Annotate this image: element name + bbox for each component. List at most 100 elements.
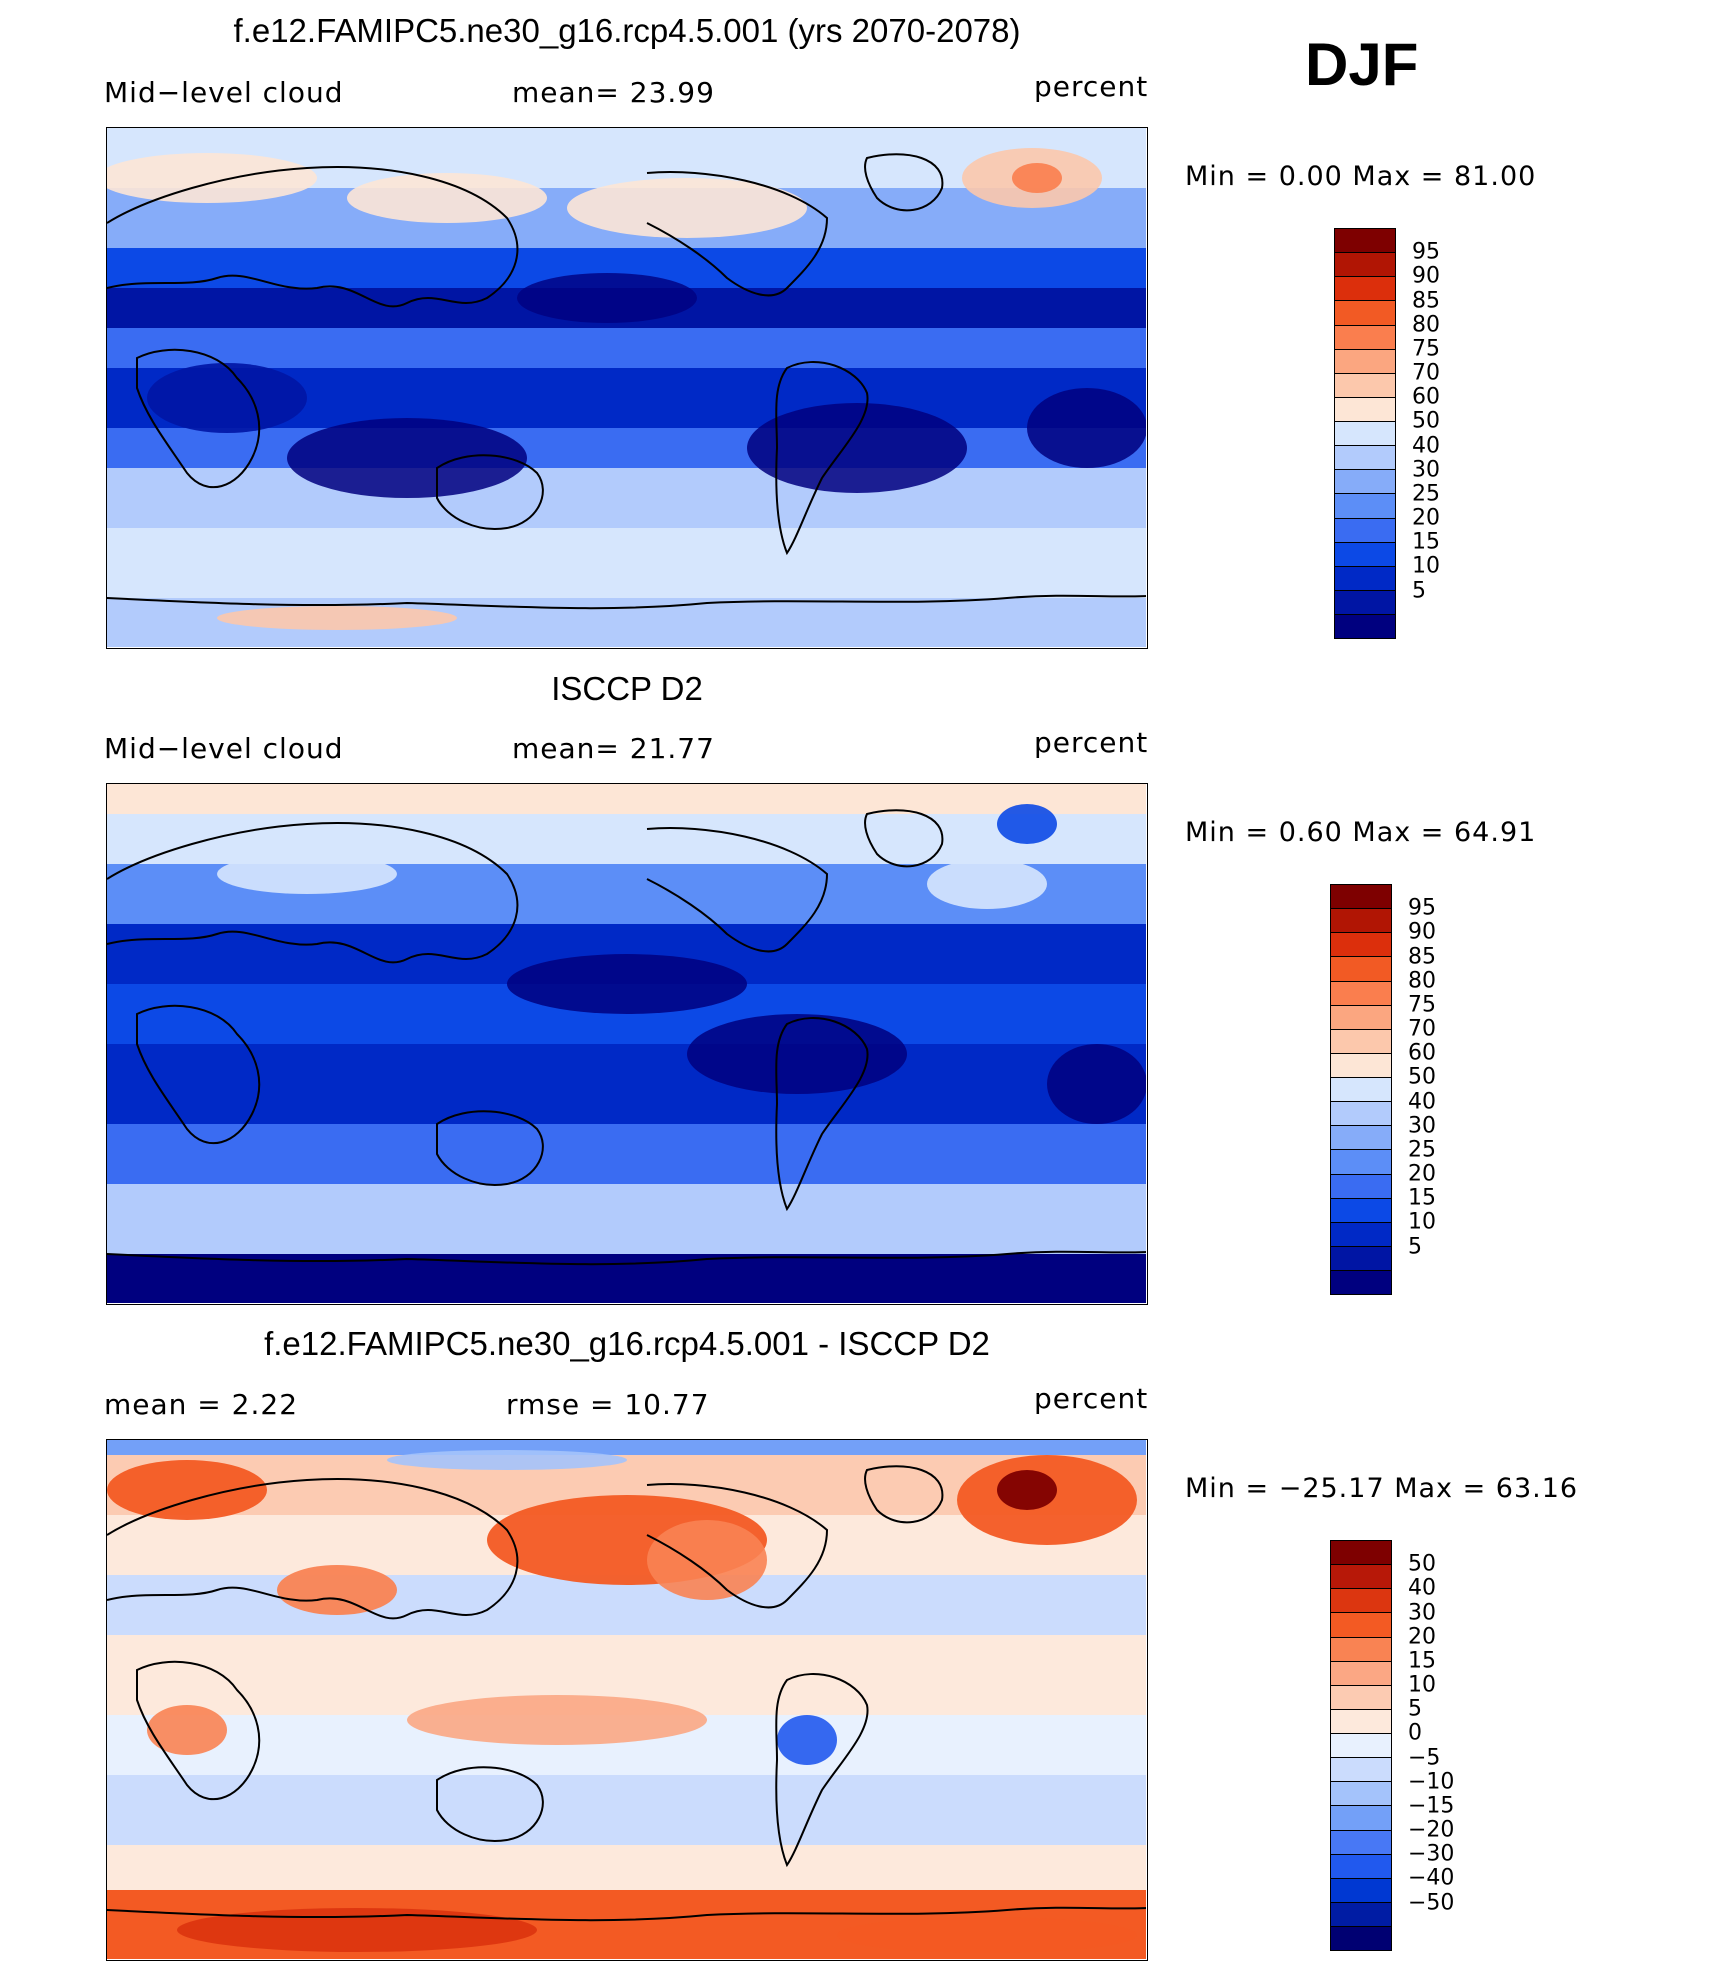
colorbar-tick-label: 5 — [1408, 1696, 1422, 1722]
colorbar-swatch — [1335, 396, 1395, 421]
panel3-mean-label: mean = 2.22 — [104, 1388, 299, 1421]
colorbar-tick-label: 90 — [1408, 919, 1436, 945]
panel2-minmax: Min = 0.60 Max = 64.91 — [1185, 817, 1537, 848]
colorbar-tick-label: 85 — [1408, 944, 1436, 970]
colorbar-swatch — [1331, 1636, 1391, 1661]
colorbar-swatch — [1335, 252, 1395, 277]
colorbar-tick-label: 70 — [1408, 1016, 1436, 1042]
colorbar-swatch — [1331, 1028, 1391, 1053]
colorbar-swatch — [1335, 493, 1395, 518]
colorbar-tick-label: 60 — [1408, 1040, 1436, 1066]
colorbar-tick-label: 5 — [1412, 578, 1426, 604]
colorbar-tick-label: 75 — [1408, 992, 1436, 1018]
colorbar-swatch — [1335, 372, 1395, 397]
colorbar-swatch — [1331, 1270, 1391, 1295]
colorbar-swatch — [1331, 1077, 1391, 1102]
panel3-map — [106, 1439, 1148, 1961]
panel3-colorbar-labels: 50 40 30 20 15 10 5 0 −5 −10 −15 −20 −30 −40 −50 — [1408, 1540, 1478, 1951]
colorbar-tick-label: 50 — [1412, 408, 1440, 434]
colorbar-tick-label: −5 — [1408, 1745, 1441, 1771]
panel2-map — [106, 783, 1148, 1305]
colorbar-tick-label: 15 — [1408, 1185, 1436, 1211]
panel3-minmax: Min = −25.17 Max = 63.16 — [1185, 1473, 1579, 1504]
colorbar-tick-label: 30 — [1408, 1600, 1436, 1626]
panel1-mean-label: mean= 23.99 — [512, 76, 715, 109]
panel2-map-field — [107, 784, 1146, 1303]
colorbar-swatch — [1331, 1805, 1391, 1830]
panel1-colorbar-labels: 95 90 85 80 75 70 60 50 40 30 25 20 15 10 5 — [1412, 228, 1472, 639]
colorbar-swatch — [1331, 1197, 1391, 1222]
colorbar-tick-label: 10 — [1408, 1209, 1436, 1235]
panel3-title: f.e12.FAMIPC5.ne30_g16.rcp4.5.001 - ISCC… — [264, 1325, 990, 1362]
colorbar-tick-label: 30 — [1408, 1113, 1436, 1139]
colorbar-tick-label: −30 — [1408, 1841, 1455, 1867]
colorbar-swatch — [1335, 445, 1395, 470]
colorbar-swatch — [1331, 1149, 1391, 1174]
colorbar-tick-label: 75 — [1412, 336, 1440, 362]
colorbar-tick-label: 80 — [1412, 312, 1440, 338]
colorbar-swatch — [1335, 348, 1395, 373]
panel1-title: f.e12.FAMIPC5.ne30_g16.rcp4.5.001 (yrs 2… — [233, 12, 1021, 49]
colorbar-tick-label: 85 — [1412, 288, 1440, 314]
colorbar-swatch — [1335, 517, 1395, 542]
colorbar-tick-label: 60 — [1412, 384, 1440, 410]
colorbar-swatch — [1331, 1781, 1391, 1806]
colorbar-swatch — [1331, 1660, 1391, 1685]
colorbar-tick-label: 40 — [1412, 433, 1440, 459]
panel2-colorbar — [1330, 884, 1392, 1295]
panel3-map-field — [107, 1440, 1146, 1959]
colorbar-swatch — [1335, 324, 1395, 349]
colorbar-tick-label: 30 — [1412, 457, 1440, 483]
panel1-colorbar — [1334, 228, 1396, 639]
colorbar-swatch — [1335, 229, 1395, 253]
colorbar-swatch — [1335, 565, 1395, 590]
panel1-units-label: percent — [1034, 70, 1149, 103]
colorbar-swatch — [1331, 956, 1391, 981]
panel1-map — [106, 127, 1148, 649]
colorbar-swatch — [1331, 1221, 1391, 1246]
colorbar-tick-label: 40 — [1408, 1089, 1436, 1115]
colorbar-tick-label: 20 — [1412, 505, 1440, 531]
panel2-colorbar-labels: 95 90 85 80 75 70 60 50 40 30 25 20 15 10 5 — [1408, 884, 1468, 1295]
colorbar-tick-label: −20 — [1408, 1817, 1455, 1843]
colorbar-tick-label: 25 — [1408, 1137, 1436, 1163]
colorbar-swatch — [1331, 1853, 1391, 1878]
panel3-colorbar — [1330, 1540, 1392, 1951]
colorbar-tick-label: 10 — [1408, 1672, 1436, 1698]
colorbar-tick-label: 0 — [1408, 1720, 1422, 1746]
colorbar-swatch — [1331, 1541, 1391, 1565]
colorbar-tick-label: 70 — [1412, 360, 1440, 386]
panel2-mean-label: mean= 21.77 — [512, 732, 715, 765]
colorbar-swatch — [1335, 300, 1395, 325]
panel3-rmse-label: rmse = 10.77 — [506, 1388, 710, 1421]
colorbar-swatch — [1331, 1829, 1391, 1854]
colorbar-swatch — [1331, 1926, 1391, 1951]
colorbar-tick-label: −15 — [1408, 1793, 1455, 1819]
colorbar-swatch — [1335, 541, 1395, 566]
colorbar-tick-label: 40 — [1408, 1575, 1436, 1601]
colorbar-tick-label: 15 — [1412, 529, 1440, 555]
colorbar-swatch — [1335, 614, 1395, 639]
colorbar-tick-label: 20 — [1408, 1161, 1436, 1187]
season-label: DJF — [1305, 31, 1419, 98]
colorbar-swatch — [1335, 421, 1395, 446]
colorbar-swatch — [1331, 932, 1391, 957]
panel1-minmax: Min = 0.00 Max = 81.00 — [1185, 161, 1537, 192]
colorbar-swatch — [1331, 1564, 1391, 1589]
colorbar-swatch — [1331, 980, 1391, 1005]
colorbar-swatch — [1335, 469, 1395, 494]
colorbar-swatch — [1335, 276, 1395, 301]
colorbar-swatch — [1331, 908, 1391, 933]
colorbar-swatch — [1331, 885, 1391, 909]
colorbar-swatch — [1331, 1877, 1391, 1902]
colorbar-tick-label: 80 — [1408, 968, 1436, 994]
colorbar-swatch — [1331, 1733, 1391, 1758]
colorbar-tick-label: 20 — [1408, 1624, 1436, 1650]
colorbar-swatch — [1331, 1901, 1391, 1926]
colorbar-tick-label: −40 — [1408, 1865, 1455, 1891]
colorbar-tick-label: 10 — [1412, 553, 1440, 579]
panel2-variable-label: Mid−level cloud — [104, 732, 344, 765]
colorbar-tick-label: −10 — [1408, 1769, 1455, 1795]
colorbar-swatch — [1331, 1708, 1391, 1733]
colorbar-swatch — [1331, 1612, 1391, 1637]
